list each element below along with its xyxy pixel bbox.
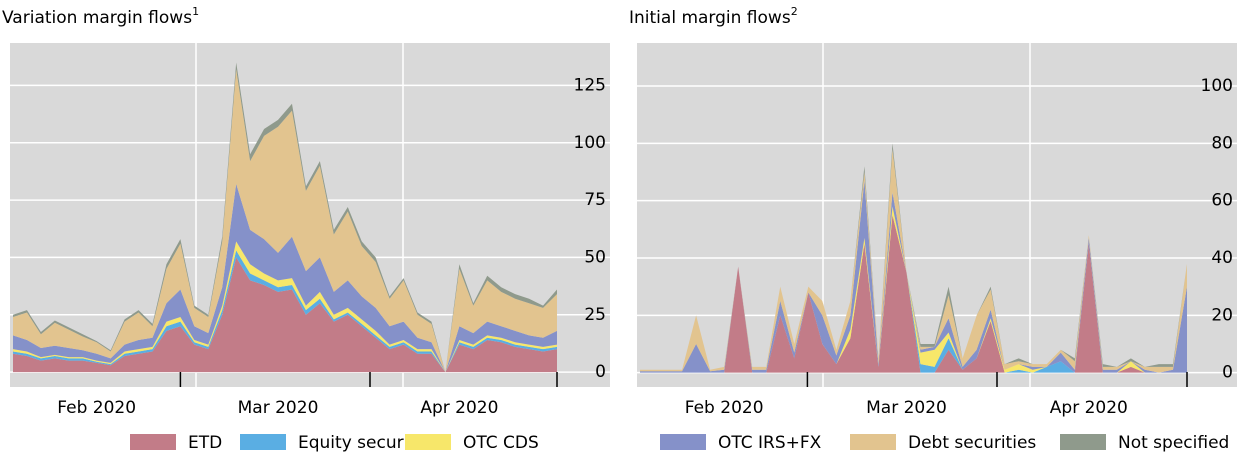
y-tick-label: 0 — [595, 362, 606, 382]
legend-label: OTC IRS+FX — [718, 433, 822, 453]
title-text: Variation margin flows — [2, 8, 192, 28]
legend-swatch — [240, 434, 286, 450]
chart-title: Initial margin flows2 — [629, 5, 798, 28]
y-tick-label: 25 — [584, 305, 606, 325]
x-tick-label: Mar 2020 — [238, 398, 319, 418]
x-tick-label: Feb 2020 — [685, 398, 764, 418]
y-tick-label: 75 — [584, 190, 606, 210]
legend-swatch — [850, 434, 896, 450]
area-layer — [640, 149, 1187, 373]
legend-swatch — [1060, 434, 1106, 450]
y-tick-label: 100 — [574, 133, 606, 153]
chart-title: Variation margin flows1 — [2, 5, 199, 28]
legend-swatch — [660, 434, 706, 450]
x-tick-label: Apr 2020 — [1050, 398, 1128, 418]
area-layer — [640, 180, 1187, 373]
y-tick-label: 60 — [1211, 191, 1233, 211]
legend-label: Debt securities — [908, 433, 1036, 453]
area-layer — [640, 215, 1187, 373]
legend-swatch — [405, 434, 451, 450]
y-tick-label: 20 — [1211, 305, 1233, 325]
y-tick-label: 50 — [584, 247, 606, 267]
legend-label: ETD — [188, 433, 222, 453]
x-tick-label: Mar 2020 — [866, 398, 947, 418]
legend-label: Not specified — [1118, 433, 1229, 453]
legend-label: OTC CDS — [463, 433, 539, 453]
title-text: Initial margin flows — [629, 8, 791, 28]
y-tick-label: 125 — [574, 75, 606, 95]
x-tick-label: Feb 2020 — [57, 398, 136, 418]
title-note: 2 — [791, 5, 798, 18]
y-tick-label: 100 — [1201, 76, 1233, 96]
area-layer — [13, 69, 557, 373]
y-tick-label: 80 — [1211, 133, 1233, 153]
x-tick-label: Apr 2020 — [420, 398, 498, 418]
legend-label: Equity securities — [298, 433, 439, 453]
legend-swatch — [130, 434, 176, 450]
y-tick-label: 0 — [1222, 363, 1233, 383]
area-layer — [13, 250, 557, 373]
area-layer — [13, 184, 557, 373]
y-tick-label: 40 — [1211, 248, 1233, 268]
area-layer — [13, 257, 557, 373]
title-note: 1 — [192, 5, 199, 18]
